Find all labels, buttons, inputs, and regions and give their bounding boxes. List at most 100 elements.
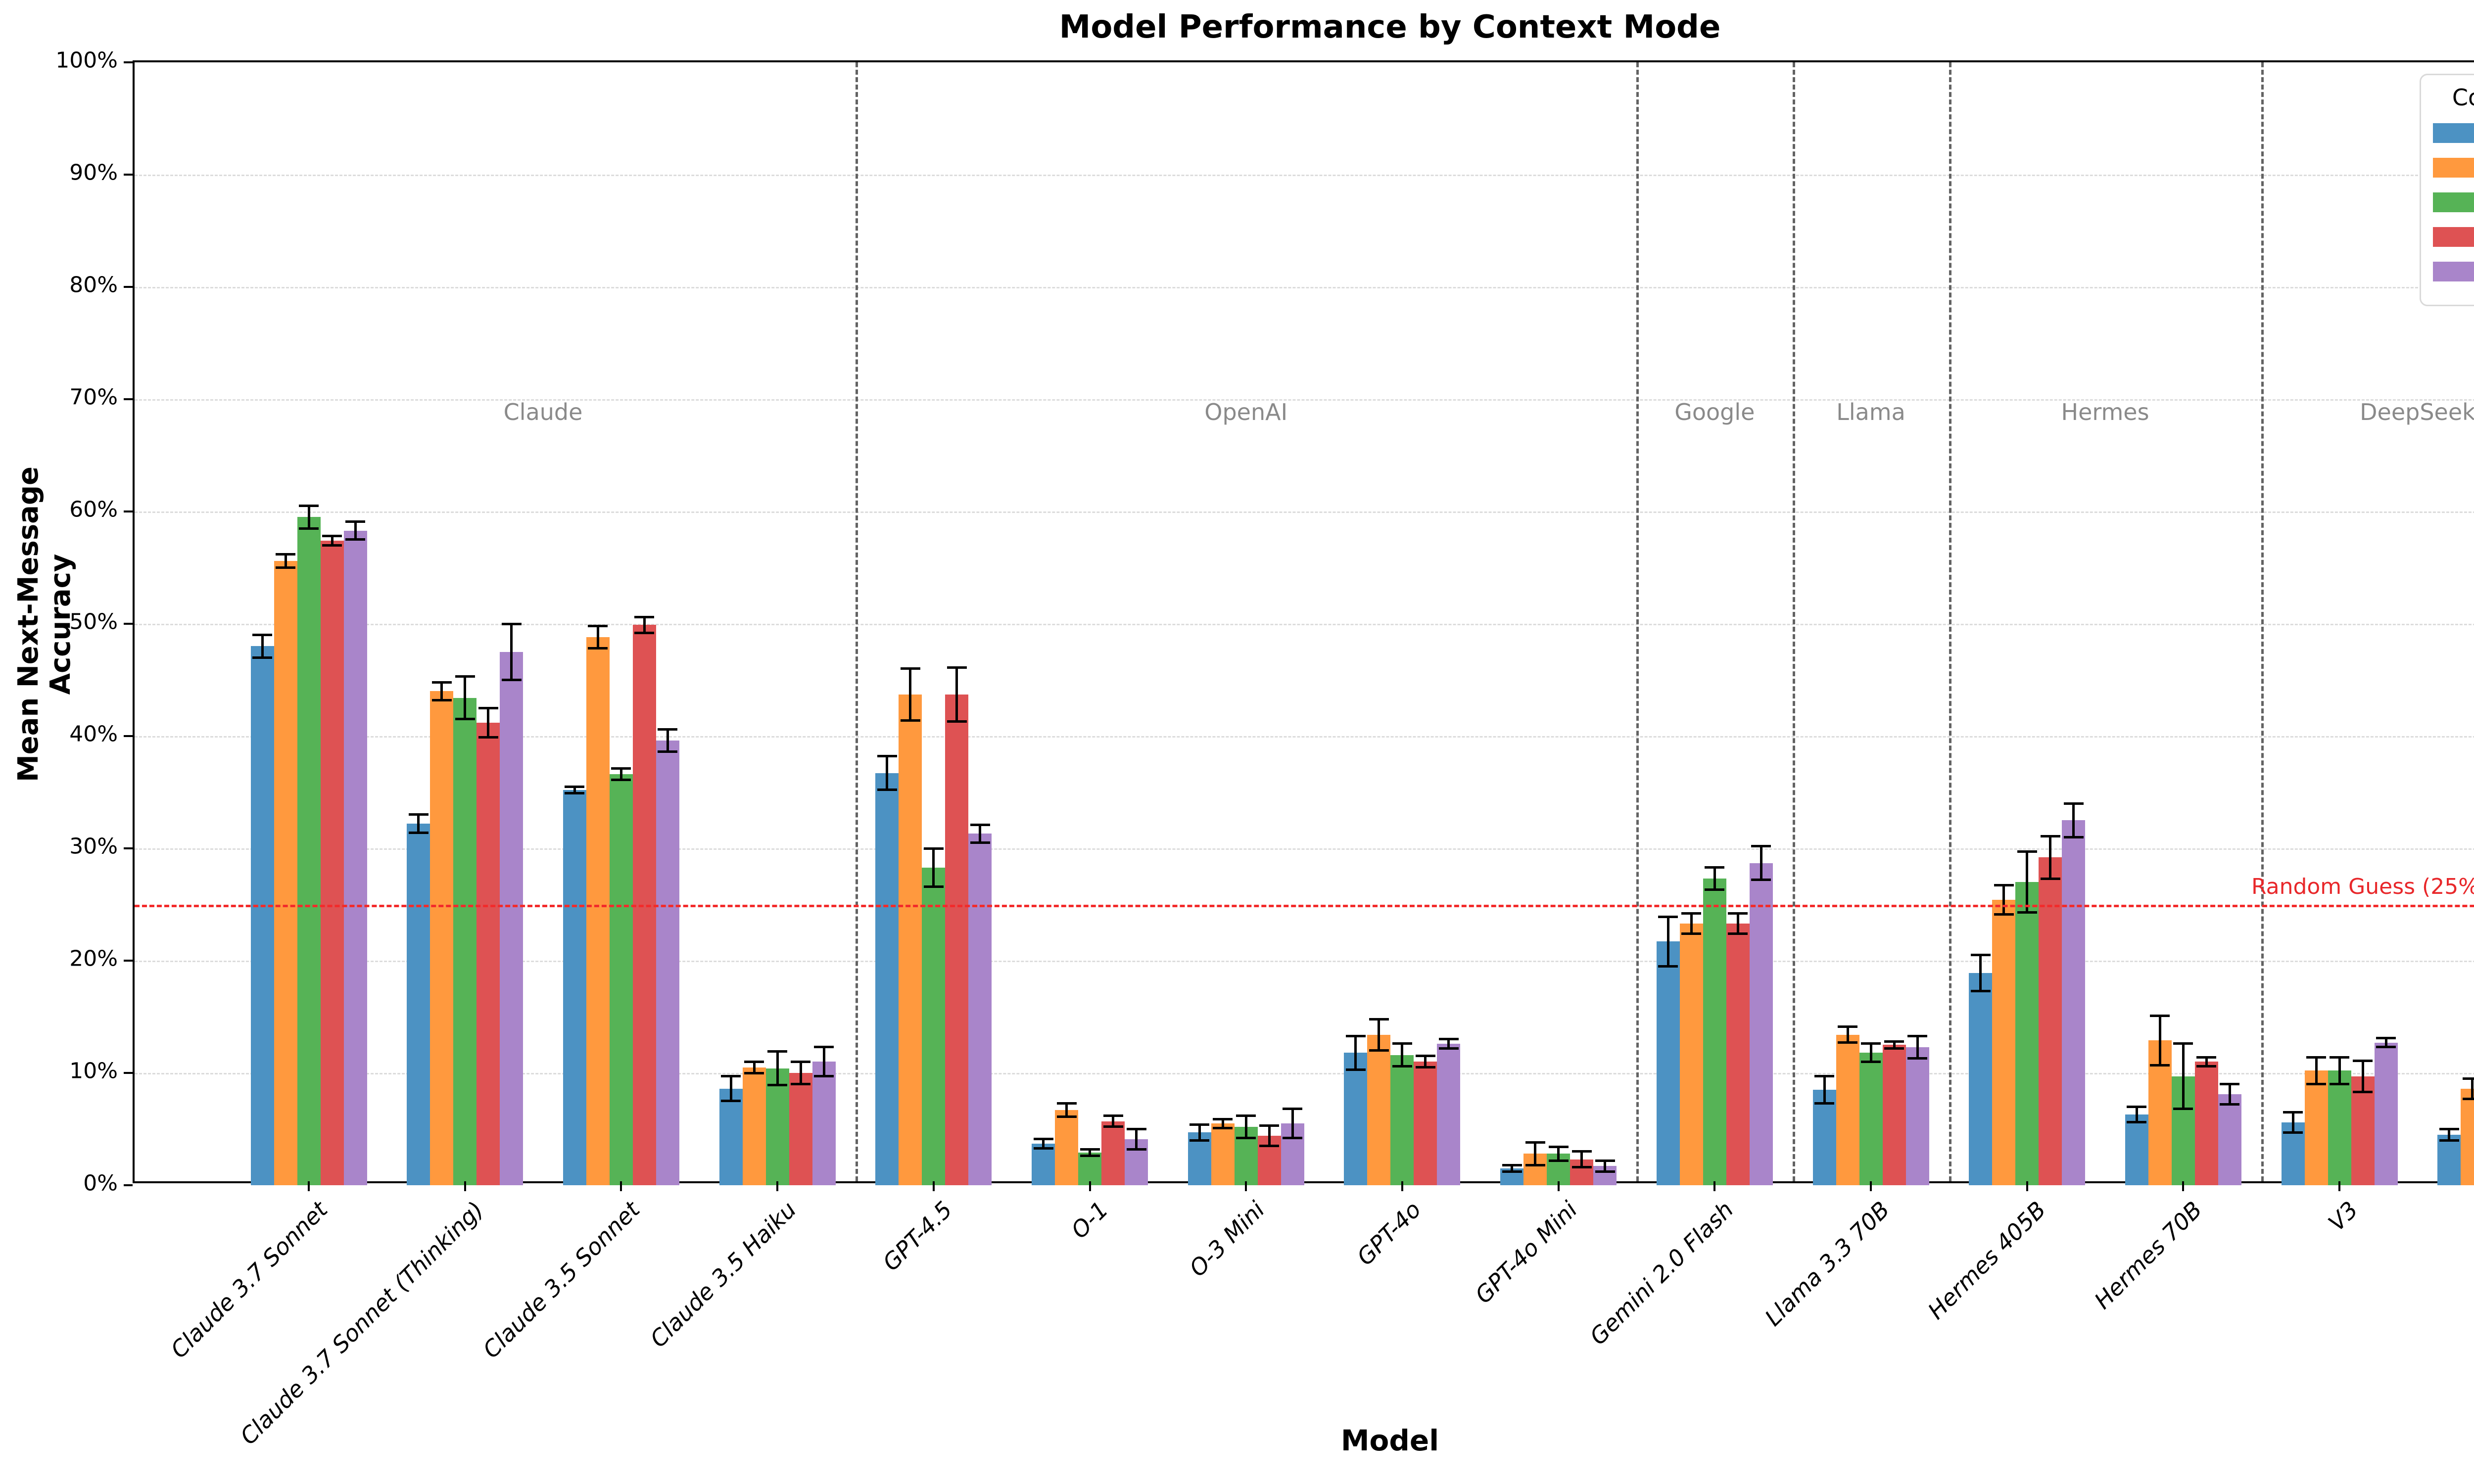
error-bar-cap <box>2306 1083 2327 1086</box>
bar-50-summary <box>1390 1055 1414 1185</box>
error-bar <box>2182 1043 2185 1109</box>
legend-entries: No Context 50 Raw 50 Summary 100 Raw 100 Sum… <box>2433 121 2474 284</box>
error-bar-cap <box>1415 1055 1435 1058</box>
group-label: DeepSeek <box>2360 399 2474 425</box>
error-bar <box>307 506 310 529</box>
error-bar <box>1089 1149 1091 1156</box>
bar-100-raw <box>945 695 969 1185</box>
error-bar <box>2072 803 2075 837</box>
error-bar <box>1979 955 1982 991</box>
x-tick-label-text: Hermes 70B <box>2089 1196 2207 1314</box>
error-bar-cap <box>1595 1170 1615 1173</box>
error-bar <box>2158 1016 2161 1066</box>
error-bar-cap <box>1814 1102 1834 1105</box>
x-tick-mark <box>776 1181 779 1191</box>
y-tick-label: 80% <box>69 272 118 298</box>
error-bar <box>776 1051 779 1085</box>
error-bar <box>1244 1115 1247 1138</box>
error-bar <box>2471 1078 2474 1099</box>
x-tick-mark <box>308 1181 310 1191</box>
error-bar-cap <box>1658 965 1678 968</box>
bar-50-raw <box>1367 1034 1391 1185</box>
error-bar-cap <box>1658 915 1678 918</box>
error-bar <box>799 1062 802 1084</box>
error-bar-cap <box>322 544 342 547</box>
legend-entry: 50 Raw <box>2433 155 2474 180</box>
legend-swatch <box>2433 158 2474 178</box>
error-bar-cap <box>1728 932 1748 935</box>
error-bar-cap <box>1728 912 1748 915</box>
y-gridline <box>135 961 2474 962</box>
bar-100-raw <box>1414 1062 1437 1185</box>
error-bar-cap <box>1236 1137 1256 1140</box>
y-gridline <box>135 175 2474 176</box>
x-tick-label-text: Claude 3.5 Sonnet <box>477 1196 645 1364</box>
error-bar <box>1042 1139 1045 1149</box>
error-bar-cap <box>1345 1068 1366 1071</box>
y-tick-mark <box>124 61 133 63</box>
error-bar-cap <box>721 1100 741 1103</box>
error-bar-cap <box>1369 1049 1389 1052</box>
error-bar <box>2228 1084 2231 1105</box>
y-gridline <box>135 399 2474 401</box>
error-bar-cap <box>1392 1065 1412 1067</box>
error-bar <box>2338 1057 2341 1084</box>
error-bar-cap <box>1080 1148 1100 1151</box>
error-bar-cap <box>1213 1126 1233 1129</box>
error-bar <box>1401 1043 1404 1067</box>
x-tick-mark <box>1245 1181 1247 1191</box>
error-bar-cap <box>2127 1105 2147 1108</box>
error-bar <box>2026 851 2029 913</box>
error-bar-cap <box>970 823 990 826</box>
bar-50-summary <box>297 517 321 1185</box>
error-bar <box>1869 1043 1872 1062</box>
bar-50-raw <box>2461 1088 2474 1185</box>
error-bar-cap <box>1056 1102 1077 1105</box>
error-bar-cap <box>611 779 631 782</box>
error-bar-cap <box>1502 1163 1522 1166</box>
y-tick-label: 20% <box>69 946 118 972</box>
error-bar-cap <box>2196 1065 2217 1067</box>
error-bar-cap <box>791 1060 811 1063</box>
error-bar <box>886 756 889 790</box>
error-bar-cap <box>1438 1047 1459 1050</box>
error-bar-cap <box>276 553 295 556</box>
bar-100-summary <box>1437 1043 1461 1185</box>
bar-no-context <box>719 1088 743 1185</box>
group-separator <box>1793 62 1796 1181</box>
error-bar <box>331 536 333 546</box>
error-bar-cap <box>721 1075 741 1078</box>
bar-100-summary <box>2062 820 2086 1185</box>
legend-swatch <box>2433 192 2474 212</box>
x-tick-label-text: Gemini 2.0 Flash <box>1584 1196 1739 1350</box>
error-bar-cap <box>431 698 452 701</box>
error-bar-cap <box>877 755 897 758</box>
x-tick-label-text: Hermes 405B <box>1922 1196 2051 1325</box>
error-bar <box>909 668 912 721</box>
error-bar <box>2448 1129 2451 1141</box>
bar-50-summary <box>922 867 946 1185</box>
error-bar <box>417 814 420 833</box>
error-bar <box>1893 1041 1896 1049</box>
error-bar-cap <box>634 631 655 634</box>
error-bar-cap <box>1103 1114 1123 1117</box>
x-tick-mark <box>2338 1181 2341 1191</box>
error-bar-cap <box>2063 835 2084 838</box>
legend-entry: 50 Summary <box>2433 190 2474 215</box>
error-bar-cap <box>634 615 655 618</box>
error-bar-cap <box>2330 1056 2350 1059</box>
x-tick-label-text: Claude 3.7 Sonnet <box>165 1196 333 1364</box>
error-bar <box>643 617 646 633</box>
error-bar <box>1112 1115 1114 1127</box>
bar-100-summary <box>656 741 679 1185</box>
bar-100-raw <box>789 1073 812 1185</box>
error-bar-cap <box>565 785 585 788</box>
error-bar-cap <box>2462 1077 2474 1080</box>
y-tick-mark <box>124 847 133 849</box>
error-bar-cap <box>814 1075 834 1078</box>
group-label: Hermes <box>2061 399 2149 425</box>
error-bar-cap <box>1033 1147 1053 1150</box>
bar-no-context <box>2437 1134 2461 1185</box>
bar-50-raw <box>1211 1123 1235 1185</box>
error-bar-cap <box>744 1071 764 1074</box>
